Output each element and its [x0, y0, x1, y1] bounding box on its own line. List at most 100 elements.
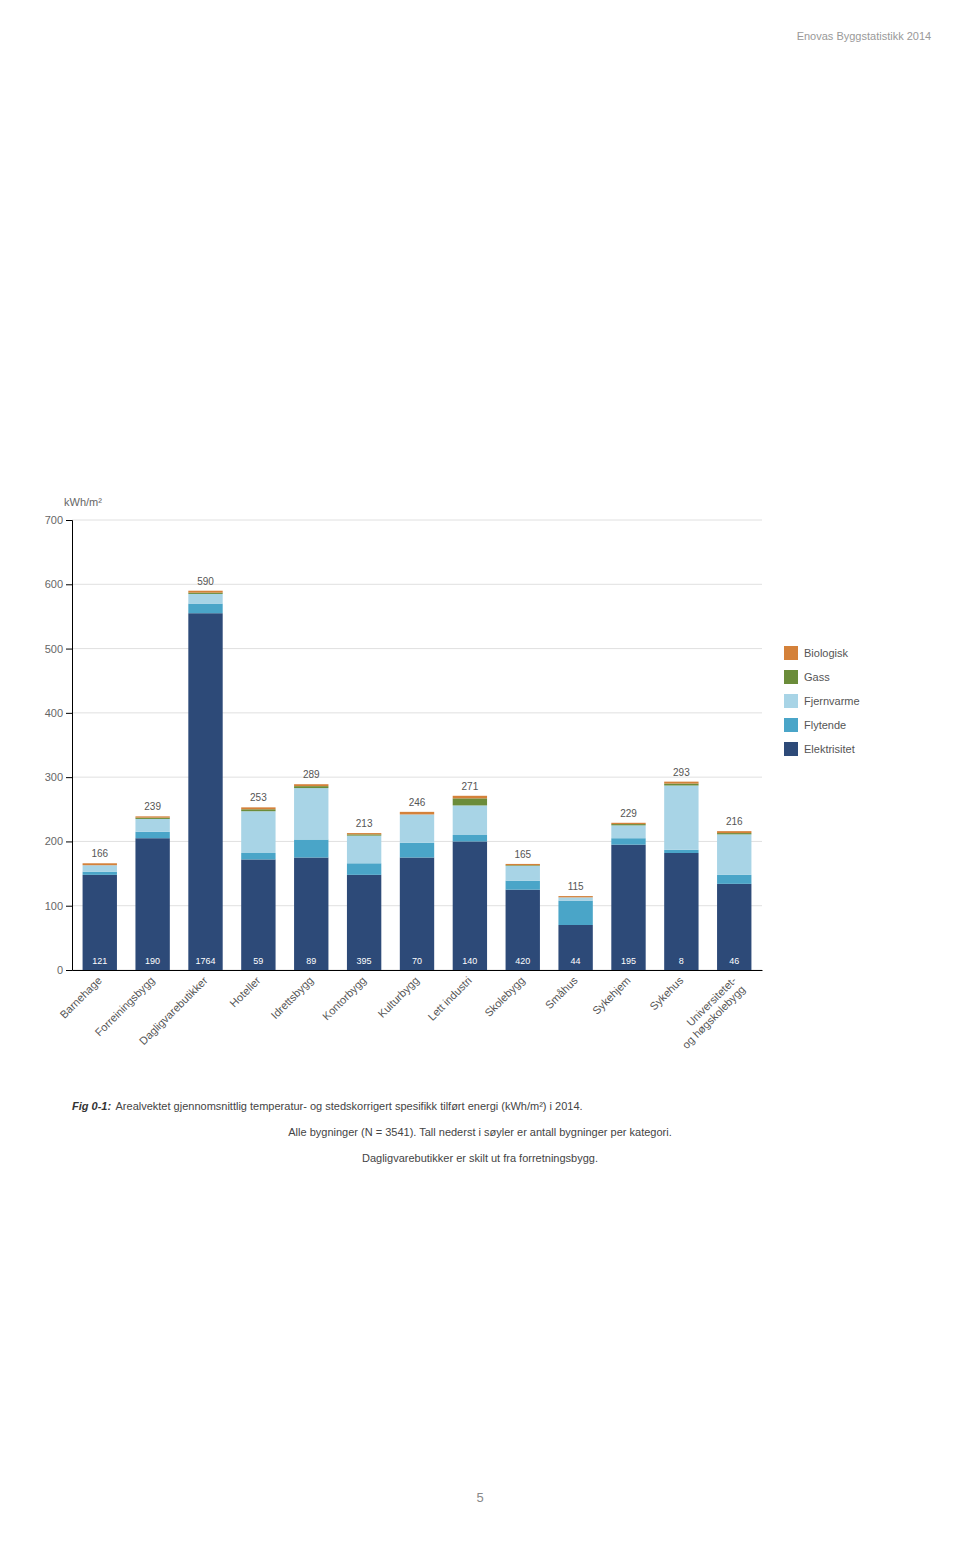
count-label: 89	[306, 956, 316, 966]
bar-segment	[558, 896, 592, 897]
y-tick-label: 300	[45, 771, 63, 783]
series-4	[83, 591, 752, 898]
bar-segment	[400, 843, 434, 858]
total-label: 246	[409, 797, 426, 808]
bar-segment	[188, 594, 222, 604]
x-tick-label: Lett industri	[425, 974, 474, 1023]
total-label: 216	[726, 816, 743, 827]
bar-segment	[558, 897, 592, 900]
count-label: 1764	[195, 956, 215, 966]
legend: BiologiskGassFjernvarmeFlytendeElektrisi…	[784, 646, 860, 756]
legend-item: Elektrisitet	[784, 742, 855, 756]
y-tick-mark	[66, 520, 72, 521]
caption-line: Dagligvarebutikker er skilt ut fra forre…	[362, 1152, 598, 1164]
bar-segment	[347, 834, 381, 835]
bar-segment	[611, 825, 645, 838]
legend-item: Gass	[784, 670, 830, 684]
bar-segment	[664, 786, 698, 850]
grid-line	[72, 520, 762, 521]
grid	[72, 520, 762, 970]
bar-segment	[241, 807, 275, 809]
bar-segment	[188, 593, 222, 594]
bar-segment	[135, 816, 169, 817]
total-label: 165	[514, 849, 531, 860]
x-tick-label: Skolebygg	[482, 974, 527, 1019]
x-tick-label: Universitetet-og høgskolebygg	[671, 974, 748, 1051]
x-tick-label: Kulturbygg	[375, 974, 421, 1020]
bar-segment	[241, 859, 275, 970]
bar-segment	[558, 925, 592, 970]
header-text: Enovas Byggstatistikk 2014	[797, 30, 932, 42]
bar-segment	[506, 865, 540, 867]
y-tick-label: 0	[57, 964, 63, 976]
x-tick-label: Småhus	[543, 974, 580, 1011]
legend-swatch	[784, 646, 798, 660]
bar-segment	[717, 875, 751, 884]
chart-svg: 0100200300400500600700kWh/m²BarnehageFor…	[0, 0, 960, 1552]
bar-segment	[717, 831, 751, 833]
legend-label: Gass	[804, 671, 830, 683]
total-labels: 166239590253289213246271165115229293216	[91, 576, 743, 892]
bar-segment	[611, 845, 645, 970]
bar-segment	[717, 833, 751, 834]
y-axis-line	[66, 521, 73, 971]
x-tick: Barnehage	[57, 970, 104, 1021]
y-tick: 0	[57, 964, 72, 976]
bar-segment	[400, 858, 434, 971]
bar-segment	[347, 836, 381, 864]
grid-line	[72, 584, 762, 585]
x-tick: Idrettsbygg	[268, 970, 315, 1021]
series-3	[135, 593, 751, 866]
bar-segment	[347, 833, 381, 834]
bar-segment	[506, 864, 540, 865]
bar-segment	[135, 838, 169, 970]
series-0	[83, 613, 752, 970]
y-tick-mark	[66, 777, 72, 778]
count-label: 140	[462, 956, 477, 966]
bar-segment	[400, 812, 434, 815]
count-label: 44	[571, 956, 581, 966]
bar-segment	[611, 838, 645, 844]
bar-segment	[506, 866, 540, 881]
x-tick: Småhus	[543, 970, 580, 1011]
y-tick: 500	[45, 643, 72, 655]
y-tick-label: 700	[45, 514, 63, 526]
y-tick-mark	[66, 713, 72, 714]
bar-segment	[558, 897, 592, 898]
bar-segment	[400, 814, 434, 842]
legend-swatch	[784, 694, 798, 708]
legend-label: Biologisk	[804, 647, 849, 659]
legend-swatch	[784, 718, 798, 732]
y-tick: 400	[45, 707, 72, 719]
grid-line	[72, 777, 762, 778]
bar-segment	[241, 811, 275, 853]
bar-segment	[717, 884, 751, 970]
x-tick: Hoteller	[227, 970, 263, 1009]
series-2	[83, 594, 752, 901]
bar-segment	[294, 840, 328, 858]
total-label: 590	[197, 576, 214, 587]
legend-item: Biologisk	[784, 646, 849, 660]
bar-segment	[664, 784, 698, 786]
x-axis-line	[73, 970, 763, 971]
y-tick: 300	[45, 771, 72, 783]
page-number: 5	[476, 1490, 483, 1505]
y-tick-mark	[66, 970, 72, 971]
bar-segment	[664, 853, 698, 970]
bar-segment	[188, 604, 222, 614]
x-tick-label: Idrettsbygg	[268, 974, 315, 1021]
bar-segment	[506, 890, 540, 970]
total-label: 166	[91, 848, 108, 859]
bars	[83, 591, 752, 970]
bar-segment	[294, 786, 328, 788]
bar-segment	[83, 872, 117, 875]
count-label: 70	[412, 956, 422, 966]
bar-segment	[611, 823, 645, 824]
y-tick-label: 400	[45, 707, 63, 719]
count-label: 46	[729, 956, 739, 966]
y-tick-mark	[66, 584, 72, 585]
bar-segment	[664, 850, 698, 853]
x-tick: Skolebygg	[482, 970, 527, 1019]
count-label: 420	[515, 956, 530, 966]
bar-segment	[294, 858, 328, 971]
